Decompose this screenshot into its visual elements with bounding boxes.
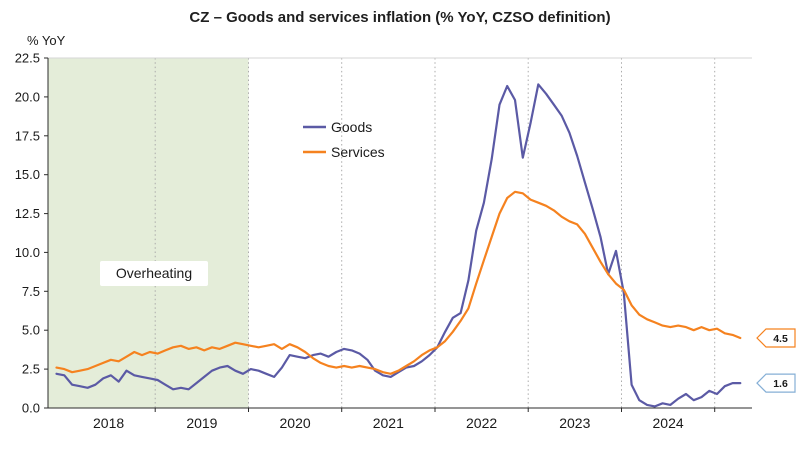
overheating-label: Overheating xyxy=(116,265,192,281)
x-tick-label: 2022 xyxy=(466,415,497,431)
goods-end-value-tag xyxy=(756,373,796,393)
services-line xyxy=(55,190,742,375)
goods-end-value: 1.6 xyxy=(773,378,788,390)
y-tick-label: 17.5 xyxy=(15,128,40,143)
y-tick-label: 10.0 xyxy=(15,245,40,260)
services-end-value: 4.5 xyxy=(773,333,788,345)
overheating-label-box xyxy=(100,261,208,286)
overheating-shaded-region xyxy=(48,58,249,408)
y-tick-label: 7.5 xyxy=(22,284,40,299)
x-tick-label: 2024 xyxy=(653,415,684,431)
y-tick-label: 12.5 xyxy=(15,206,40,221)
x-tick-label: 2020 xyxy=(280,415,311,431)
legend: Goods Services xyxy=(303,119,385,160)
plot-area: 0.0 2.5 5.0 7.5 10.0 12.5 15.0 17.5 20.0 22.5 2018… xyxy=(15,51,796,431)
services-legend-label: Services xyxy=(331,144,385,160)
y-axis-unit-label: % YoY xyxy=(27,33,66,48)
chart-title: CZ – Goods and services inflation (% YoY… xyxy=(189,9,610,26)
y-tick-label: 2.5 xyxy=(22,362,40,377)
y-tick-label: 0.0 xyxy=(22,401,40,416)
y-tick-label: 22.5 xyxy=(15,51,40,66)
goods-legend-label: Goods xyxy=(331,119,372,135)
y-tick-label: 5.0 xyxy=(22,323,40,338)
goods-line xyxy=(55,83,742,408)
y-tick-label: 20.0 xyxy=(15,89,40,104)
x-tick-label: 2023 xyxy=(559,415,590,431)
y-tick-label: 15.0 xyxy=(15,167,40,182)
x-tick-label: 2018 xyxy=(93,415,124,431)
services-end-value-tag xyxy=(756,328,796,348)
x-tick-label: 2021 xyxy=(373,415,404,431)
overheating-annotation: Overheating xyxy=(100,261,208,286)
x-tick-label: 2019 xyxy=(186,415,217,431)
